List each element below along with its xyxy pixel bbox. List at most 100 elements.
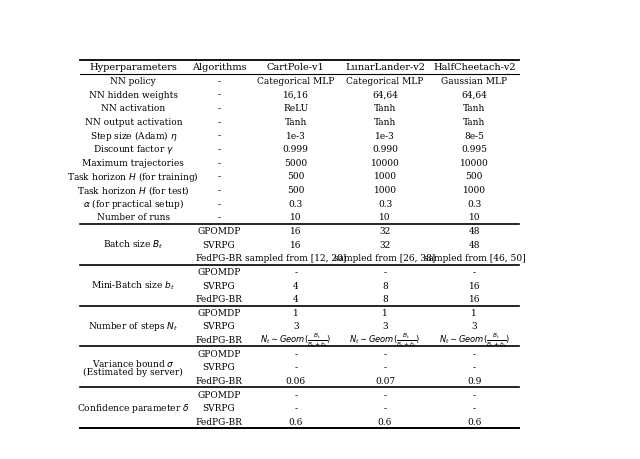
Text: Task horizon $H$ (for test): Task horizon $H$ (for test) [77, 184, 189, 196]
Text: 4: 4 [293, 281, 299, 290]
Text: 0.6: 0.6 [289, 417, 303, 426]
Text: NN hidden weights: NN hidden weights [89, 90, 178, 100]
Text: -: - [218, 213, 220, 222]
Text: sampled from [46, 50]: sampled from [46, 50] [424, 254, 525, 263]
Text: 0.06: 0.06 [285, 376, 306, 385]
Text: 0.3: 0.3 [378, 199, 392, 208]
Text: -: - [383, 363, 387, 372]
Text: 0.6: 0.6 [378, 417, 392, 426]
Text: CartPole-v1: CartPole-v1 [267, 63, 324, 72]
Text: -: - [218, 186, 220, 195]
Text: 64,64: 64,64 [372, 90, 398, 100]
Text: sampled from [26, 38]: sampled from [26, 38] [335, 254, 436, 263]
Text: -: - [218, 104, 220, 113]
Text: -: - [294, 349, 297, 358]
Text: 0.999: 0.999 [283, 145, 308, 154]
Text: GPOMDP: GPOMDP [197, 308, 241, 317]
Text: Discount factor $\gamma$: Discount factor $\gamma$ [93, 143, 174, 156]
Text: -: - [473, 267, 476, 276]
Text: Categorical MLP: Categorical MLP [346, 77, 424, 86]
Text: -: - [383, 349, 387, 358]
Text: 3: 3 [472, 322, 477, 331]
Text: -: - [473, 403, 476, 412]
Text: SVRPG: SVRPG [202, 240, 236, 249]
Text: (Estimated by server): (Estimated by server) [83, 367, 183, 376]
Text: 5000: 5000 [284, 158, 307, 168]
Text: Algorithms: Algorithms [191, 63, 246, 72]
Text: 1000: 1000 [463, 186, 486, 195]
Text: 10: 10 [380, 213, 391, 222]
Text: -: - [294, 403, 297, 412]
Text: SVRPG: SVRPG [202, 363, 236, 372]
Text: 32: 32 [380, 226, 390, 235]
Text: -: - [218, 145, 220, 154]
Text: 3: 3 [382, 322, 388, 331]
Text: 4: 4 [293, 295, 299, 303]
Text: 10: 10 [290, 213, 301, 222]
Text: GPOMDP: GPOMDP [197, 226, 241, 235]
Text: Batch size $B_t$: Batch size $B_t$ [103, 238, 164, 251]
Text: 8e-5: 8e-5 [464, 131, 484, 140]
Text: 10000: 10000 [371, 158, 399, 168]
Text: FedPG-BR: FedPG-BR [195, 336, 243, 344]
Text: Step size (Adam) $\eta$: Step size (Adam) $\eta$ [90, 129, 177, 143]
Text: 16: 16 [290, 240, 301, 249]
Text: Number of runs: Number of runs [97, 213, 170, 222]
Text: -: - [218, 77, 220, 86]
Text: Tanh: Tanh [374, 118, 396, 127]
Text: 1000: 1000 [374, 186, 397, 195]
Text: ReLU: ReLU [283, 104, 308, 113]
Text: -: - [383, 403, 387, 412]
Text: FedPG-BR: FedPG-BR [195, 254, 243, 263]
Text: 0.990: 0.990 [372, 145, 398, 154]
Text: -: - [473, 390, 476, 399]
Text: Mini-Batch size $b_t$: Mini-Batch size $b_t$ [92, 279, 175, 291]
Text: FedPG-BR: FedPG-BR [195, 417, 243, 426]
Text: -: - [383, 267, 387, 276]
Text: 1e-3: 1e-3 [375, 131, 395, 140]
Text: 10: 10 [468, 213, 480, 222]
Text: 64,64: 64,64 [461, 90, 487, 100]
Text: -: - [294, 363, 297, 372]
Text: $\alpha$ (for practical setup): $\alpha$ (for practical setup) [83, 197, 184, 211]
Text: 1e-3: 1e-3 [286, 131, 306, 140]
Text: 500: 500 [466, 172, 483, 181]
Text: 1000: 1000 [374, 172, 397, 181]
Text: Number of steps $N_t$: Number of steps $N_t$ [88, 320, 179, 333]
Text: FedPG-BR: FedPG-BR [195, 376, 243, 385]
Text: -: - [218, 118, 220, 127]
Text: 500: 500 [287, 172, 305, 181]
Text: -: - [383, 390, 387, 399]
Text: 500: 500 [287, 186, 305, 195]
Text: -: - [294, 390, 297, 399]
Text: 0.07: 0.07 [375, 376, 395, 385]
Text: Tanh: Tanh [463, 118, 486, 127]
Text: GPOMDP: GPOMDP [197, 267, 241, 276]
Text: 16: 16 [290, 226, 301, 235]
Text: sampled from [12, 20]: sampled from [12, 20] [245, 254, 346, 263]
Text: -: - [218, 90, 220, 100]
Text: Hyperparameters: Hyperparameters [90, 63, 177, 72]
Text: Confidence parameter $\delta$: Confidence parameter $\delta$ [77, 402, 189, 414]
Text: -: - [218, 131, 220, 140]
Text: GPOMDP: GPOMDP [197, 349, 241, 358]
Text: 16: 16 [468, 281, 480, 290]
Text: 48: 48 [468, 240, 480, 249]
Text: 1: 1 [472, 308, 477, 317]
Text: 32: 32 [380, 240, 390, 249]
Text: NN activation: NN activation [101, 104, 166, 113]
Text: Tanh: Tanh [374, 104, 396, 113]
Text: SVRPG: SVRPG [202, 281, 236, 290]
Text: LunarLander-v2: LunarLander-v2 [345, 63, 425, 72]
Text: 16: 16 [468, 295, 480, 303]
Text: -: - [294, 267, 297, 276]
Text: 16,16: 16,16 [283, 90, 308, 100]
Text: NN policy: NN policy [111, 77, 156, 86]
Text: SVRPG: SVRPG [202, 403, 236, 412]
Text: Categorical MLP: Categorical MLP [257, 77, 335, 86]
Text: 10000: 10000 [460, 158, 489, 168]
Text: HalfCheetach-v2: HalfCheetach-v2 [433, 63, 516, 72]
Text: Variance bound $\sigma$: Variance bound $\sigma$ [92, 358, 175, 369]
Text: 1: 1 [382, 308, 388, 317]
Text: Tanh: Tanh [285, 118, 307, 127]
